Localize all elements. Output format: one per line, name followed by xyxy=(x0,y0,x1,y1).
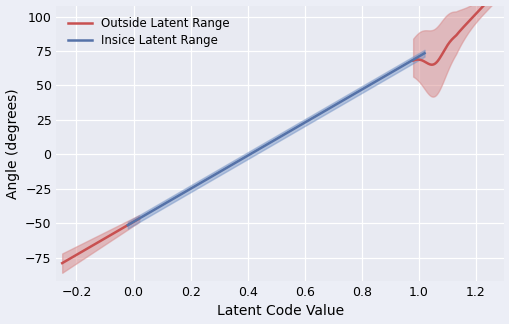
Line: Insice Latent Range: Insice Latent Range xyxy=(128,53,423,225)
Outside Latent Range xyxy=(77,251,83,255)
Line: Outside Latent Range: Outside Latent Range xyxy=(62,218,139,263)
Outside Latent Range xyxy=(59,261,65,265)
Insice Latent Range xyxy=(420,51,427,55)
Insice Latent Range xyxy=(306,118,312,122)
Outside Latent Range xyxy=(130,220,136,224)
Insice Latent Range xyxy=(374,78,380,82)
Outside Latent Range xyxy=(105,235,111,238)
Insice Latent Range xyxy=(300,122,306,125)
Outside Latent Range xyxy=(74,253,80,257)
Insice Latent Range xyxy=(393,67,399,71)
Outside Latent Range xyxy=(99,238,105,242)
Insice Latent Range xyxy=(301,121,307,125)
Outside Latent Range xyxy=(132,219,138,223)
Insice Latent Range xyxy=(126,223,132,226)
Outside Latent Range xyxy=(136,216,142,220)
Y-axis label: Angle (degrees): Angle (degrees) xyxy=(6,88,19,199)
Insice Latent Range xyxy=(125,223,131,227)
Legend: Outside Latent Range, Insice Latent Range: Outside Latent Range, Insice Latent Rang… xyxy=(62,11,235,53)
X-axis label: Latent Code Value: Latent Code Value xyxy=(216,305,344,318)
